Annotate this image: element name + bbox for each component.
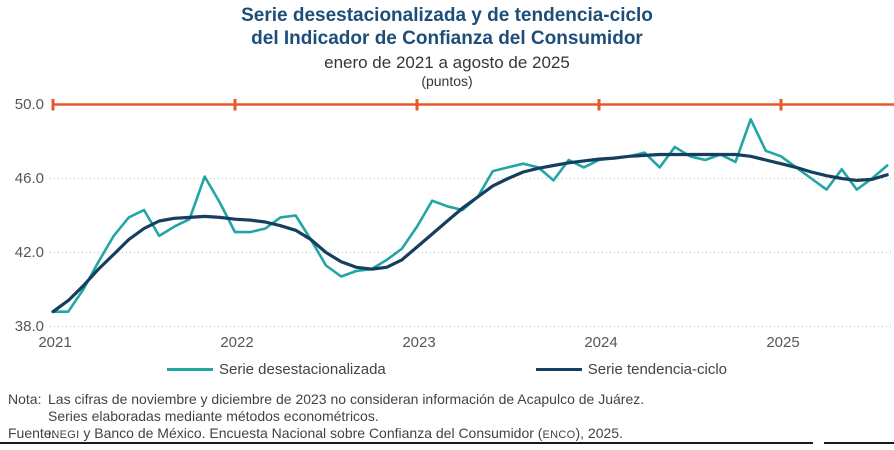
y-tick-50: 50.0 [14,96,44,113]
y-tick-46: 46.0 [14,170,44,187]
legend-item-tendencia-ciclo: Serie tendencia-ciclo [535,361,728,378]
chart-subtitle: enero de 2021 a agosto de 2025 [324,53,570,72]
x-tick-2023: 2023 [402,334,436,351]
nota-line1: Las cifras de noviembre y diciembre de 2… [48,391,645,407]
fuente-tail: ), 2025. [575,425,623,441]
legend-label-tendencia-ciclo: Serie tendencia-ciclo [587,361,728,378]
nota-line2: Series elaboradas mediante métodos econo… [48,408,379,424]
legend-label-desestacionalizada: Serie desestacionalizada [218,361,386,378]
fuente-enco: ENCO [542,429,576,441]
x-tick-2025: 2025 [766,334,800,351]
x-tick-2022: 2022 [220,334,254,351]
legend-item-desestacionalizada: Serie desestacionalizada [166,361,386,378]
bottom-rule [0,442,894,444]
teal-line-swatch-icon [166,368,213,371]
chart-units-label: (puntos) [421,73,473,89]
title-block: Serie desestacionalizada y de tendencia-… [0,4,894,89]
chart-title-line1: Serie desestacionalizada y de tendencia-… [241,5,653,26]
fuente-text: INEGI y Banco de México. Encuesta Nacion… [48,425,888,444]
navy-line-swatch-icon [535,368,582,371]
nota-label: Nota: [8,391,42,407]
nota-row: Nota: Las cifras de noviembre y diciembr… [8,391,888,425]
fuente-middle: y Banco de México. Encuesta Nacional sob… [79,425,543,441]
footnotes: Nota: Las cifras de noviembre y diciembr… [8,391,888,444]
fuente-inegi: INEGI [48,429,80,441]
nota-text: Las cifras de noviembre y diciembre de 2… [48,391,888,425]
fuente-row: Fuente: INEGI y Banco de México. Encuest… [8,425,888,444]
fuente-label: Fuente: [8,425,56,441]
x-tick-2021: 2021 [38,334,72,351]
chart-title-line2: del Indicador de Confianza del Consumido… [251,28,643,49]
y-tick-42: 42.0 [14,244,44,261]
y-tick-38: 38.0 [14,318,44,335]
x-tick-2024: 2024 [584,334,618,351]
legend: Serie desestacionalizada Serie tendencia… [0,361,894,378]
bottom-rule-gap [813,442,824,444]
